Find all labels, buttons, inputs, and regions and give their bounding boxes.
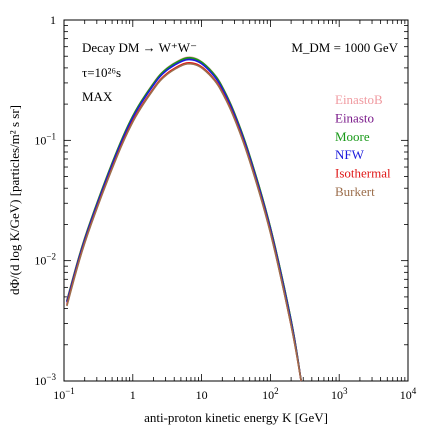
x-axis-title: anti-proton kinetic energy K [GeV]	[144, 410, 328, 425]
legend-entry-burkert: Burkert	[335, 184, 375, 199]
x-tick-label: 10	[196, 388, 208, 402]
propagation-annotation: MAX	[82, 89, 113, 104]
series-lines	[66, 56, 302, 382]
series-line-nfw	[66, 58, 302, 382]
x-tick-label: 103	[331, 386, 348, 402]
x-tick-label: 1	[130, 388, 136, 402]
legend: EinastoB Einasto Moore NFW Isothermal Burkert	[335, 92, 391, 199]
plot-frame	[63, 19, 409, 382]
legend-entry-isothermal: Isothermal	[335, 166, 391, 181]
x-tick-label: 10−1	[53, 386, 75, 402]
y-tick-label: 10−1	[34, 131, 56, 147]
x-tick-label: 102	[262, 386, 279, 402]
channel-annotation: Decay DM → W⁺W⁻	[82, 40, 197, 55]
major-ticks	[63, 20, 408, 382]
legend-entry-moore: Moore	[335, 129, 370, 144]
y-tick-label: 10−3	[34, 372, 56, 388]
x-tick-label: 104	[400, 386, 417, 402]
series-line-einasto	[66, 57, 302, 382]
minor-ticks	[64, 20, 408, 381]
legend-entry-nfw: NFW	[335, 147, 365, 162]
y-tick-label: 1	[50, 13, 56, 27]
x-tick-labels: 10−1 1 10 102 103 104	[53, 386, 417, 402]
series-line-moore	[66, 56, 302, 382]
y-tick-label: 10−2	[34, 252, 56, 268]
legend-entry-einastob: EinastoB	[335, 92, 383, 107]
y-tick-labels: 10−3 10−2 10−1 1	[34, 13, 56, 388]
y-axis-title: dΦ/(d log K/GeV) [particles/m² s sr]	[7, 105, 22, 295]
lifetime-annotation: τ=10²⁶s	[82, 65, 121, 80]
series-line-burkert	[66, 62, 302, 382]
legend-entry-einasto: Einasto	[335, 110, 374, 125]
mass-annotation: M_DM = 1000 GeV	[291, 40, 398, 55]
series-line-isothermal	[66, 62, 302, 382]
